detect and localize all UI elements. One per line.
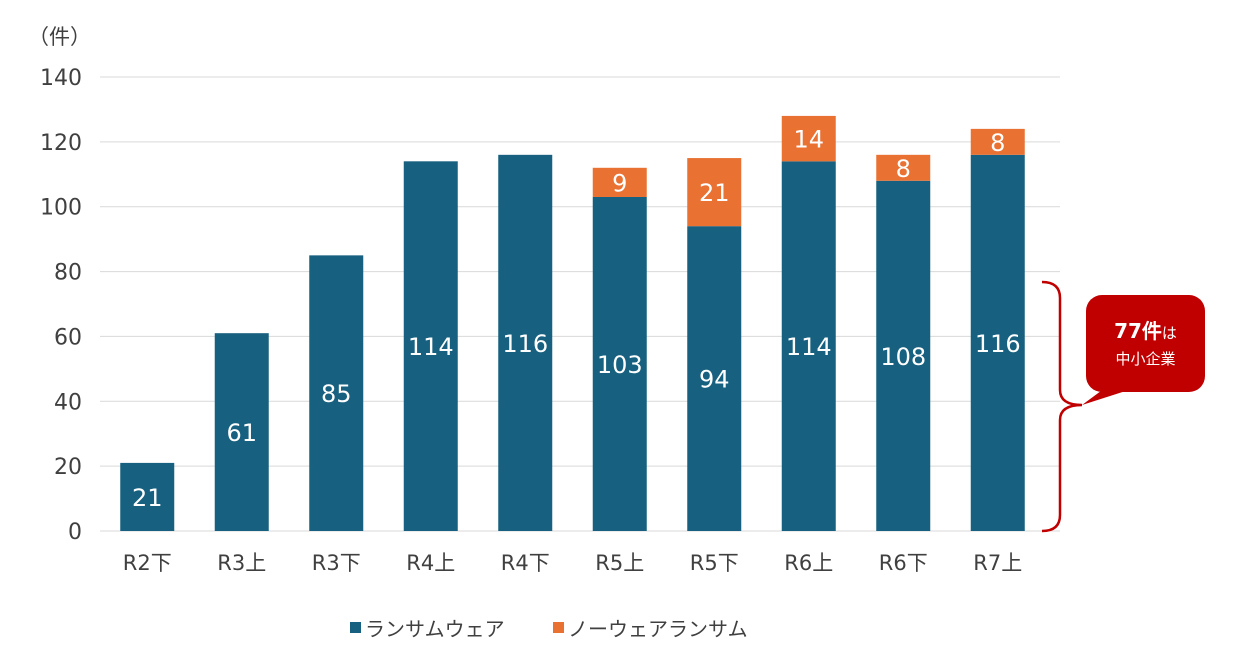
x-tick-label: R3下: [312, 551, 361, 575]
legend-swatch: [553, 622, 564, 633]
y-tick-label: 120: [40, 131, 82, 156]
y-unit-label: （件）: [28, 25, 91, 49]
data-label: 21: [132, 484, 163, 512]
data-label: 114: [786, 333, 832, 361]
x-tick-label: R7上: [973, 551, 1022, 575]
y-tick-label: 20: [54, 455, 82, 480]
y-tick-label: 0: [68, 520, 82, 545]
data-label: 116: [975, 330, 1021, 358]
bar-ransomware: [498, 154, 553, 532]
data-label: 116: [502, 330, 548, 358]
callout-tail: [1082, 388, 1135, 405]
bar-noware: [687, 158, 742, 227]
data-label: 9: [612, 169, 627, 197]
bar-ransomware: [309, 255, 364, 531]
y-tick-label: 40: [54, 390, 82, 415]
y-tick-label: 100: [40, 196, 82, 221]
data-label: 114: [408, 333, 454, 361]
callout-text: 中小企業: [1115, 350, 1176, 368]
x-tick-label: R6上: [784, 551, 833, 575]
x-tick-label: R5下: [690, 551, 739, 575]
bar-ransomware: [120, 462, 175, 531]
legend-label: ランサムウェア: [365, 617, 505, 641]
data-label: 85: [321, 380, 352, 408]
bar-noware: [970, 128, 1025, 155]
bar-ransomware: [403, 161, 458, 532]
x-tick-label: R5上: [595, 551, 644, 575]
callout-sme: 77件は 中小企業: [1086, 295, 1205, 392]
bar-ransomware: [214, 333, 269, 531]
callout-count: 77件: [1114, 319, 1162, 343]
callout-suffix: は: [1161, 324, 1177, 342]
x-tick-label: R6下: [879, 551, 928, 575]
data-label: 103: [597, 351, 643, 379]
bar-ransomware: [970, 154, 1025, 532]
x-tick-label: R4下: [501, 551, 550, 575]
data-label: 94: [699, 366, 730, 394]
data-label: 8: [990, 129, 1005, 157]
y-tick-label: 140: [40, 66, 82, 91]
legend-label: ノーウェアランサム: [568, 617, 748, 641]
bar-noware: [876, 154, 931, 181]
data-label: 108: [880, 343, 926, 371]
data-label: 61: [226, 419, 257, 447]
y-tick-label: 60: [54, 325, 82, 350]
bar-ransomware: [687, 226, 742, 531]
bar-ransomware: [781, 161, 836, 532]
x-tick-label: R4上: [406, 551, 455, 575]
y-tick-label: 80: [54, 261, 82, 286]
bar-ransomware: [592, 196, 647, 531]
bar-noware: [781, 115, 836, 162]
data-label: 14: [793, 126, 824, 154]
x-tick-label: R3上: [217, 551, 266, 575]
legend-swatch: [350, 622, 361, 633]
x-tick-label: R2下: [123, 551, 172, 575]
bar-ransomware: [876, 180, 931, 531]
brace-annotation: [1041, 280, 1083, 533]
bar-noware: [592, 167, 647, 197]
data-label: 8: [896, 155, 911, 183]
data-label: 21: [699, 179, 730, 207]
